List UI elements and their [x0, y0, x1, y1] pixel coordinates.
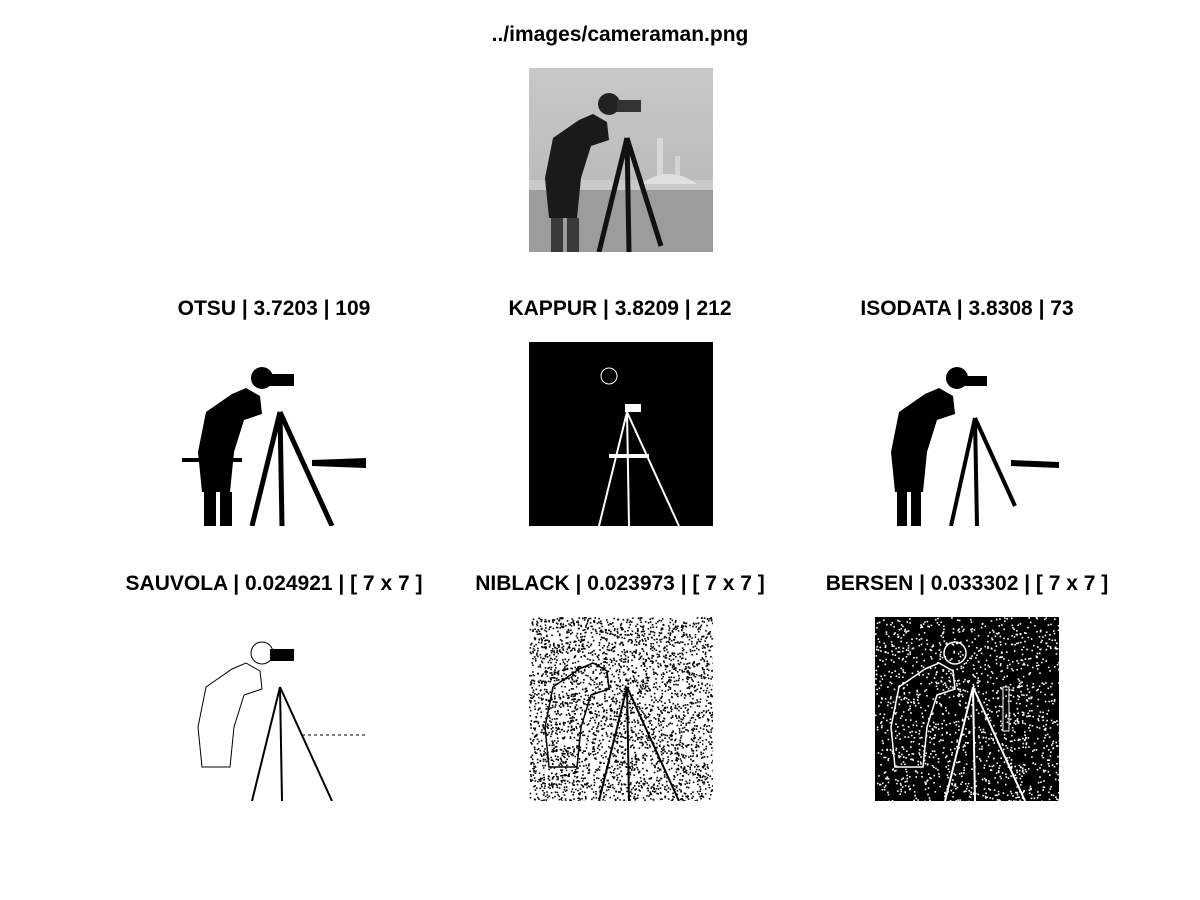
isodata-result-image: [875, 342, 1059, 526]
kappur-panel-title: KAPPUR | 3.8209 | 212: [508, 297, 732, 320]
sauvola-panel-title: SAUVOLA | 0.024921 | [ 7 x 7 ]: [125, 572, 423, 595]
sauvola-result-image: [182, 617, 366, 801]
otsu-result-image: [182, 342, 366, 526]
isodata-panel-title: ISODATA | 3.8308 | 73: [860, 297, 1074, 320]
kappur-result-image: [529, 342, 713, 526]
otsu-panel-title: OTSU | 3.7203 | 109: [177, 297, 371, 320]
bersen-panel-title: BERSEN | 0.033302 | [ 7 x 7 ]: [825, 572, 1109, 595]
original-cameraman-image: [529, 68, 713, 252]
bersen-result-image: [875, 617, 1059, 801]
niblack-result-image: [529, 617, 713, 801]
niblack-panel-title: NIBLACK | 0.023973 | [ 7 x 7 ]: [475, 572, 765, 595]
original-image-title: ../images/cameraman.png: [491, 23, 749, 46]
